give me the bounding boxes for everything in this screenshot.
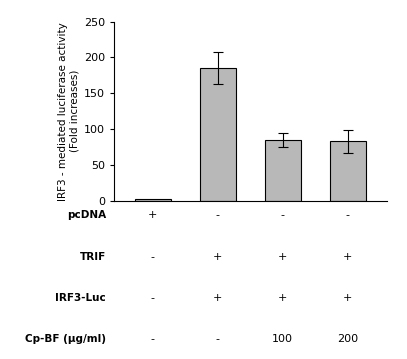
Text: 100: 100	[272, 334, 293, 344]
Y-axis label: IRF3 - mediated luciferase activity
(Fold increases): IRF3 - mediated luciferase activity (Fol…	[58, 22, 80, 201]
Text: -: -	[281, 210, 285, 220]
Text: -: -	[216, 334, 220, 344]
Text: -: -	[151, 252, 155, 262]
Text: -: -	[151, 334, 155, 344]
Bar	[135, 199, 171, 201]
Bar	[330, 141, 365, 201]
Bar	[200, 68, 236, 201]
Text: IRF3-Luc: IRF3-Luc	[55, 293, 106, 303]
Text: +: +	[148, 210, 158, 220]
Text: +: +	[343, 252, 352, 262]
Text: 200: 200	[337, 334, 358, 344]
Text: +: +	[278, 293, 287, 303]
Text: -: -	[216, 210, 220, 220]
Text: +: +	[213, 293, 223, 303]
Text: pcDNA: pcDNA	[67, 210, 106, 220]
Text: -: -	[151, 293, 155, 303]
Bar	[265, 140, 301, 201]
Text: +: +	[278, 252, 287, 262]
Text: -: -	[346, 210, 350, 220]
Text: Cp-BF (μg/ml): Cp-BF (μg/ml)	[25, 334, 106, 344]
Text: +: +	[343, 293, 352, 303]
Text: +: +	[213, 252, 223, 262]
Text: TRIF: TRIF	[80, 252, 106, 262]
